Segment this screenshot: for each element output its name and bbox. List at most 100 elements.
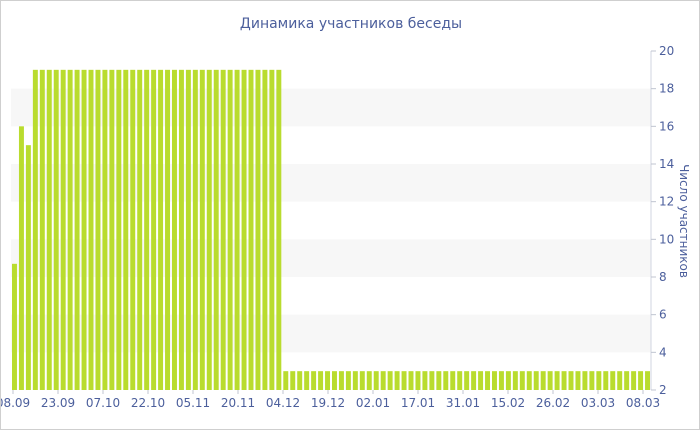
bar: [505, 371, 511, 390]
bar: [359, 371, 365, 390]
bar: [638, 371, 644, 390]
bar: [568, 371, 574, 390]
bar: [262, 69, 268, 390]
x-tick-label: 04.12: [266, 396, 300, 410]
bar: [269, 69, 275, 390]
bar: [422, 371, 428, 390]
bar: [332, 371, 337, 390]
bar: [631, 371, 637, 390]
bar: [311, 371, 317, 390]
bar: [554, 371, 560, 390]
bar: [603, 371, 609, 390]
bar: [415, 371, 421, 390]
bar: [123, 69, 129, 390]
bar: [46, 69, 52, 390]
bar: [130, 69, 136, 390]
bar: [151, 69, 157, 390]
x-tick-label: 17.01: [401, 396, 435, 410]
bar: [519, 371, 525, 390]
bar: [144, 69, 150, 390]
bar: [512, 371, 518, 390]
y-tick-label: 8: [659, 270, 667, 284]
bar: [498, 371, 504, 390]
x-tick-label: 20.11: [221, 396, 255, 410]
y-tick-label: 16: [659, 119, 674, 133]
y-tick-label: 12: [659, 195, 674, 209]
x-tick-label: 05.11: [176, 396, 210, 410]
bar: [582, 371, 588, 390]
bar: [172, 69, 177, 390]
y-axis-ticks: 2 4 6 8 10 12 14 16 18 20: [650, 44, 674, 397]
bar: [53, 69, 59, 390]
bar: [401, 371, 407, 390]
bar: [436, 371, 442, 390]
x-tick-label: 19.12: [311, 396, 345, 410]
y-tick-label: 20: [659, 44, 674, 58]
x-tick-label: 23.09: [41, 396, 75, 410]
bar: [443, 371, 449, 390]
bar: [533, 371, 539, 390]
bar: [220, 69, 226, 390]
bar: [248, 69, 254, 390]
bar: [450, 371, 456, 390]
bar: [596, 371, 602, 390]
bar: [478, 371, 484, 390]
bar: [32, 69, 38, 390]
bar: [185, 69, 191, 390]
bar: [102, 69, 108, 390]
bar: [318, 371, 324, 390]
bar: [234, 69, 240, 390]
bar: [290, 371, 296, 390]
bar: [394, 371, 400, 390]
y-tick-label: 14: [659, 157, 674, 171]
y-tick-label: 18: [659, 82, 674, 96]
bar: [624, 371, 630, 390]
bar: [109, 69, 115, 390]
bar: [276, 69, 282, 390]
x-tick-label: 22.10: [131, 396, 165, 410]
bar: [304, 371, 310, 390]
bar: [241, 69, 247, 390]
bar: [617, 371, 623, 390]
bar: [338, 371, 344, 390]
x-tick-label: 15.02: [491, 396, 525, 410]
bar: [12, 263, 17, 390]
bar: [471, 371, 477, 390]
x-tick-label: 31.01: [446, 396, 480, 410]
bar: [408, 371, 414, 390]
bar: [95, 69, 101, 390]
bar: [88, 69, 94, 390]
bar: [645, 371, 650, 390]
y-tick-label: 2: [659, 383, 667, 397]
x-tick-label: 26.02: [536, 396, 570, 410]
bar: [547, 371, 553, 390]
bar: [116, 69, 122, 390]
bar: [255, 69, 261, 390]
bar: [345, 371, 351, 390]
bar: [464, 371, 470, 390]
bar: [540, 371, 546, 390]
bar: [283, 371, 289, 390]
x-tick-label: 08.09: [1, 396, 30, 410]
bar: [526, 371, 532, 390]
bar: [74, 69, 80, 390]
bar: [18, 126, 24, 390]
bar: [81, 69, 87, 390]
bar: [297, 371, 303, 390]
y-tick-label: 10: [659, 232, 674, 246]
x-tick-label: 02.01: [356, 396, 390, 410]
bar: [165, 69, 170, 390]
bar: [227, 69, 233, 390]
bar: [25, 145, 31, 390]
bar: [60, 69, 66, 390]
bar: [158, 69, 164, 390]
bar: [366, 371, 372, 390]
bar: [199, 69, 205, 390]
bar: [457, 371, 463, 390]
bar: [352, 371, 358, 390]
bar: [387, 371, 393, 390]
bar: [206, 69, 212, 390]
bar: [373, 371, 379, 390]
